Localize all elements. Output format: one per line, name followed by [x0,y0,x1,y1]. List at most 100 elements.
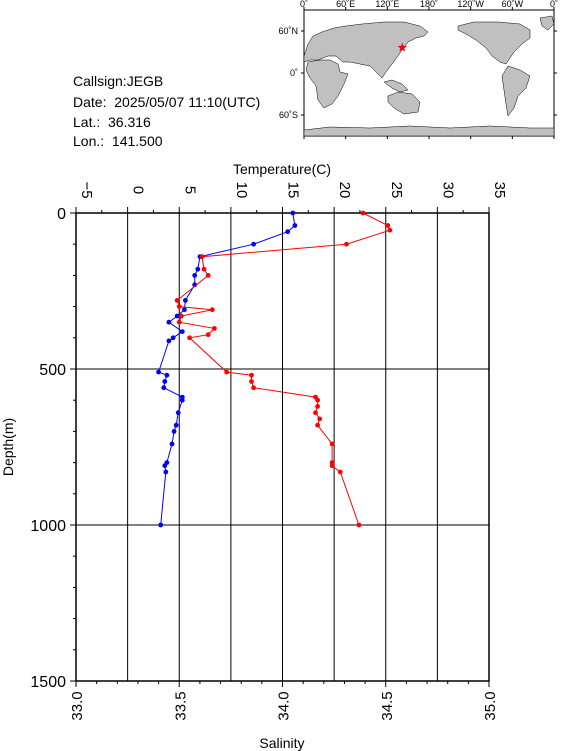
map-lon-label: 0˚ [300,0,308,9]
salinity-data-point [174,298,180,303]
temperature-data-point [162,379,168,384]
plot-grid [76,213,489,681]
salinity-data-point [315,404,320,409]
temperature-tick-label: 15 [285,182,302,199]
temperature-data-point [166,319,172,325]
temperature-data-point [162,463,168,469]
salinity-data-point [205,332,211,338]
salinity-data-point [315,397,320,403]
temperature-data-point [166,338,172,344]
salinity-data-point [251,385,256,391]
salinity-data-point [176,319,182,325]
depth-tick-label: 0 [57,206,66,223]
map-lon-label: 60˚W [502,0,524,9]
temperature-data-point [163,469,169,475]
map-land [303,15,555,137]
salinity-data-point [315,422,320,428]
map-labels: 0˚ 60˚E 120˚E 180˚ 120˚W 60˚W 0˚ 60˚N 0˚ 60˚S [278,0,558,139]
map-lat-label: 0˚ [290,68,298,78]
temperature-data-point [158,522,164,528]
salinity-data-point [344,241,349,247]
temperature-data-point [192,282,198,288]
temperature-tick-label: 5 [181,186,198,194]
location-map: 0˚ 60˚E 120˚E 180˚ 120˚W 60˚W 0˚ 60˚N 0˚ 60˚S [278,0,558,139]
landmass-eurasia [303,21,429,79]
map-lon-label: 0˚ [550,0,558,9]
station-date: Date: 2025/05/07 11:10(UTC) [73,94,261,110]
map-lat-label: 60˚S [279,110,298,120]
salinity-data-point [212,326,217,331]
temperature-tick-label: 30 [439,182,456,199]
salinity-data-point [224,369,230,375]
temperature-axis-title: Temperature(C) [233,161,331,177]
salinity-data-point [360,210,366,216]
salinity-data-point [329,463,335,469]
salinity-data-point [176,304,182,309]
station-marker-star-icon [397,42,408,52]
salinity-series [174,210,393,528]
temperature-data-point [179,397,185,403]
station-longitude: Lon.: 141.500 [73,133,163,149]
temperature-data-point [170,335,176,341]
temperature-data-point [156,369,162,375]
salinity-data-point [356,522,362,528]
landmass-north-america [457,21,531,65]
salinity-data-point [187,335,193,341]
temperature-data-point [179,329,185,334]
temperature-data-point [164,372,170,378]
station-callsign: Callsign:JEGB [73,73,164,89]
temperature-data-point [161,385,167,391]
map-lon-label: 180˚ [420,0,438,9]
map-lon-label: 60˚E [336,0,355,9]
profile-plot: −5 0 5 10 15 20 25 30 35 33.0 33.5 34.0 34.5 35.0 0 5… [0,161,508,751]
salinity-data-point [317,416,323,422]
landmass-australia [387,91,421,115]
salinity-data-point [387,227,393,233]
landmass-antarctica [303,125,555,137]
salinity-data-point [337,469,343,475]
salinity-tick-label: 35.0 [482,691,499,720]
depth-tick-label: 500 [39,362,66,379]
salinity-data-point [249,372,254,378]
landmass-south-america [501,65,531,117]
temperature-data-point [175,410,181,416]
temperature-data-point [290,210,296,216]
series-layer [156,210,393,528]
landmass-africa [305,59,349,109]
temperature-tick-label: 35 [491,182,508,199]
salinity-data-point [385,223,391,228]
temperature-tick-label: 20 [336,182,353,199]
temperature-data-point [173,422,179,428]
salinity-data-point [178,313,184,319]
salinity-axis-title: Salinity [259,735,304,751]
salinity-tick-label: 34.0 [276,691,293,720]
depth-tick-label: 1500 [30,674,66,691]
landmass-greenland [539,15,555,31]
temperature-tick-label: 25 [388,182,405,199]
temperature-data-point [183,298,188,303]
map-lon-label: 120˚W [457,0,484,9]
salinity-tick-label: 33.0 [69,691,86,720]
salinity-tick-label: 33.5 [172,691,189,720]
temperature-data-point [174,313,180,319]
salinity-data-point [199,254,205,260]
temperature-data-point [182,307,187,313]
temperature-data-point [292,223,298,228]
depth-tick-label: 1000 [30,518,66,535]
temperature-data-point [285,229,291,235]
depth-axis: 0 500 1000 1500 [30,206,76,691]
temperature-data-point [169,441,175,447]
temperature-data-point [192,273,198,278]
station-latitude: Lat.: 36.316 [73,114,151,130]
landmass-sea-islands [383,79,409,93]
temperature-tick-label: 10 [233,182,250,199]
salinity-axis: 33.0 33.5 34.0 34.5 35.0 [69,681,499,721]
salinity-data-point [209,307,215,313]
salinity-tick-label: 34.5 [379,691,396,720]
temperature-data-point [171,429,177,434]
salinity-data-point [313,410,318,416]
salinity-data-point [249,379,254,384]
depth-axis-title: Depth(m) [0,418,16,476]
salinity-data-point [329,441,335,447]
